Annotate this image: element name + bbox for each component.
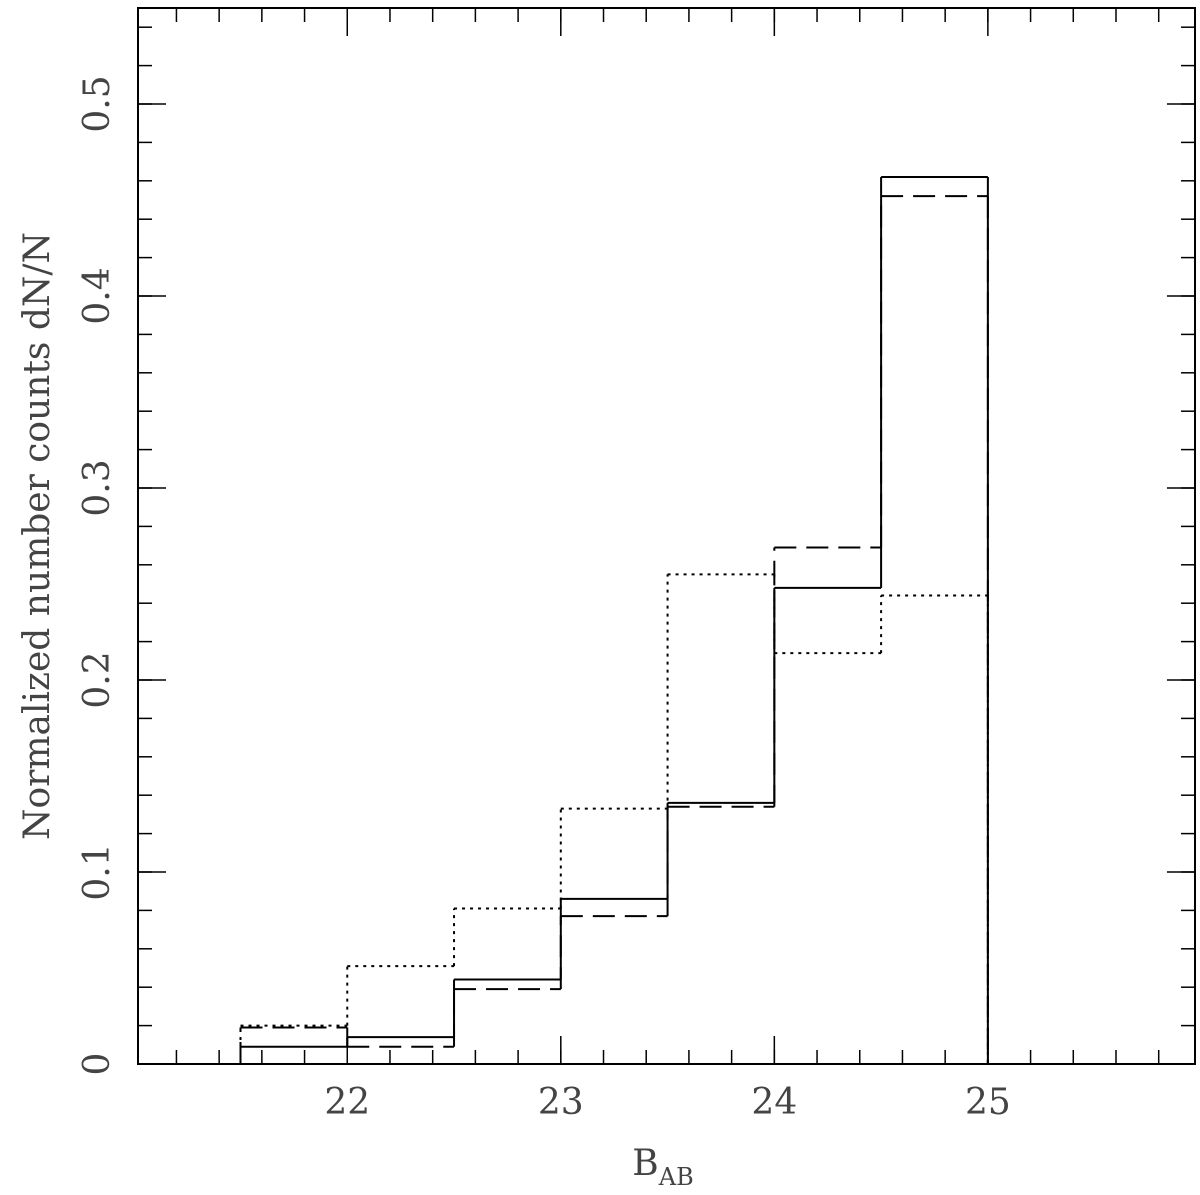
x-label-sub: AB [658, 1163, 694, 1191]
x-tick-label: 23 [538, 1082, 584, 1123]
x-tick-label: 22 [324, 1082, 370, 1123]
y-tick-label: 0 [77, 1053, 118, 1076]
y-tick-label: 0.2 [77, 651, 118, 708]
y-tick-label: 0.1 [77, 843, 118, 900]
x-axis-label: BAB [632, 1143, 693, 1191]
plot-frame [137, 7, 1196, 1065]
y-tick-label: 0.4 [77, 267, 118, 324]
y-tick-label: 0.3 [77, 459, 118, 516]
y-tick-label: 0.5 [77, 75, 118, 132]
x-label-main: B [632, 1143, 658, 1184]
x-tick-label: 25 [965, 1082, 1011, 1123]
x-tick-label: 24 [751, 1082, 797, 1123]
y-axis-label: Normalized number counts dN/N [17, 232, 58, 840]
